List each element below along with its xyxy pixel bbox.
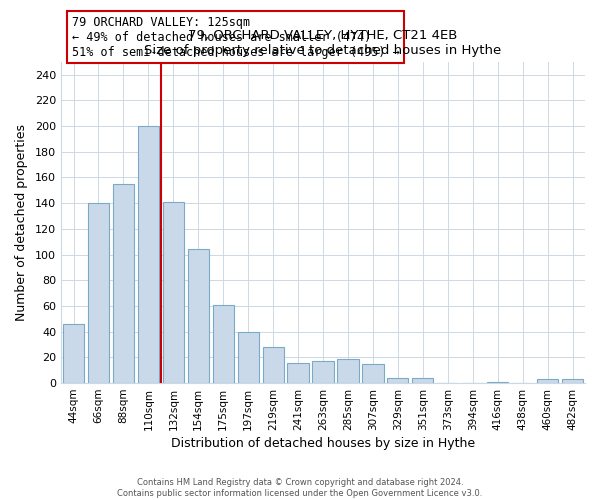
Bar: [88, 203, 109, 383]
Title: 79, ORCHARD VALLEY, HYTHE, CT21 4EB
Size of property relative to detached houses: 79, ORCHARD VALLEY, HYTHE, CT21 4EB Size…: [145, 28, 502, 56]
Bar: [562, 379, 583, 383]
Bar: [412, 378, 433, 383]
Bar: [163, 202, 184, 383]
Bar: [63, 324, 84, 383]
Bar: [537, 379, 558, 383]
Bar: [387, 378, 409, 383]
Text: Contains HM Land Registry data © Crown copyright and database right 2024.
Contai: Contains HM Land Registry data © Crown c…: [118, 478, 482, 498]
Bar: [287, 362, 308, 383]
Bar: [212, 304, 234, 383]
Bar: [238, 332, 259, 383]
Bar: [313, 361, 334, 383]
Bar: [263, 347, 284, 383]
Bar: [337, 358, 359, 383]
Text: 79 ORCHARD VALLEY: 125sqm
← 49% of detached houses are smaller (474)
51% of semi: 79 ORCHARD VALLEY: 125sqm ← 49% of detac…: [71, 16, 399, 58]
Bar: [138, 126, 159, 383]
Bar: [362, 364, 383, 383]
X-axis label: Distribution of detached houses by size in Hythe: Distribution of detached houses by size …: [171, 437, 475, 450]
Bar: [188, 250, 209, 383]
Bar: [113, 184, 134, 383]
Bar: [487, 382, 508, 383]
Y-axis label: Number of detached properties: Number of detached properties: [15, 124, 28, 321]
